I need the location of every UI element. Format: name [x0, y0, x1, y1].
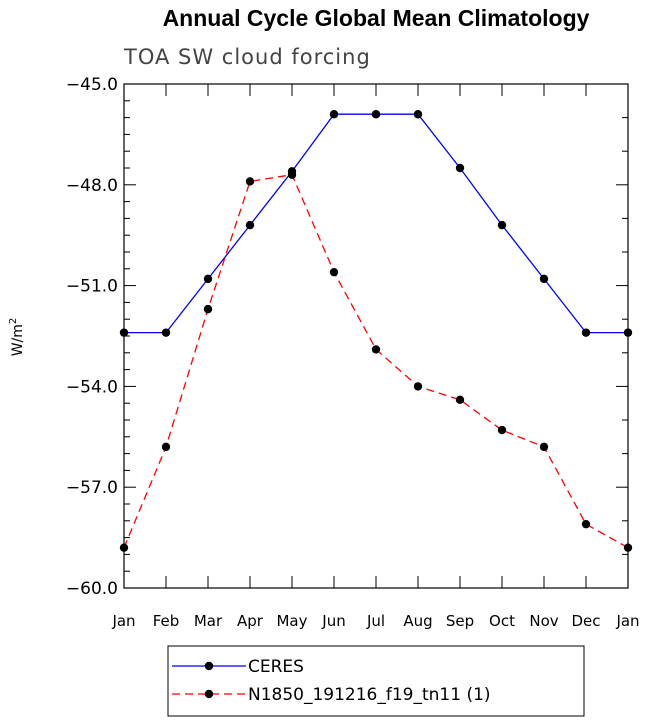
x-tick-label: Jun: [321, 612, 345, 630]
chart-title: Annual Cycle Global Mean Climatology: [163, 5, 590, 31]
series-1-point: [497, 425, 507, 435]
legend: CERES N1850_191216_f19_tn11 (1): [167, 645, 585, 717]
series-0-point: [581, 328, 591, 337]
plot-frame: [123, 83, 629, 589]
series-0-point: [371, 110, 381, 119]
x-tick-label: Apr: [237, 612, 264, 630]
series-0-point: [413, 110, 423, 119]
series-1-point: [455, 395, 465, 405]
y-tick-label: −45.0: [66, 75, 118, 95]
legend-box: [167, 645, 585, 717]
x-tick-label: Sep: [446, 612, 474, 630]
x-tick-label: May: [276, 612, 307, 630]
x-tick-label: Jan: [111, 612, 135, 630]
series-1-point: [161, 442, 171, 452]
series-1-point: [329, 267, 339, 277]
series-layer: [119, 110, 633, 552]
x-tick-label: Nov: [529, 612, 558, 630]
series-0-point: [497, 220, 507, 230]
legend-label-model: N1850_191216_f19_tn11 (1): [248, 685, 491, 705]
legend-label-ceres: CERES: [248, 657, 304, 677]
y-tick-label: −60.0: [66, 579, 118, 599]
x-tick-label: Jan: [615, 612, 639, 630]
x-tick-label: Oct: [489, 612, 515, 630]
series-1-point: [371, 345, 381, 354]
x-tick-label: Jul: [366, 612, 385, 630]
series-0-point: [539, 274, 549, 284]
x-tick-label: Aug: [403, 612, 432, 630]
series-0-point: [203, 274, 213, 284]
series-0-point: [329, 110, 339, 119]
series-1-point: [581, 519, 591, 529]
y-tick-label: −48.0: [66, 176, 118, 196]
y-axis-label: W/m2: [8, 318, 26, 357]
series-0-point: [161, 328, 171, 337]
y-tick-label: −57.0: [66, 478, 118, 498]
legend-marker-ceres: [204, 661, 214, 671]
series-1-point: [245, 177, 255, 186]
y-tick-label: −51.0: [66, 277, 118, 297]
series-1-point: [539, 442, 549, 452]
series-0-point: [455, 163, 465, 173]
series-1-point: [203, 304, 213, 314]
series-1-point: [287, 170, 297, 179]
x-tick-label: Mar: [194, 612, 223, 630]
legend-marker-model: [204, 689, 214, 699]
x-tick-label: Feb: [153, 612, 180, 630]
y-tick-label: −54.0: [66, 377, 118, 397]
series-0-point: [245, 220, 255, 230]
series-1-point: [413, 382, 423, 391]
series-line-1: [123, 173, 629, 549]
axis-tick-labels: −60.0 −57.0 −54.0 −51.0 −48.0 −45.0 Jan Feb Mar A…: [66, 75, 640, 630]
chart-subtitle: TOA SW cloud forcing: [123, 45, 371, 69]
x-tick-label: Dec: [571, 612, 600, 630]
series-line-0: [124, 113, 628, 334]
